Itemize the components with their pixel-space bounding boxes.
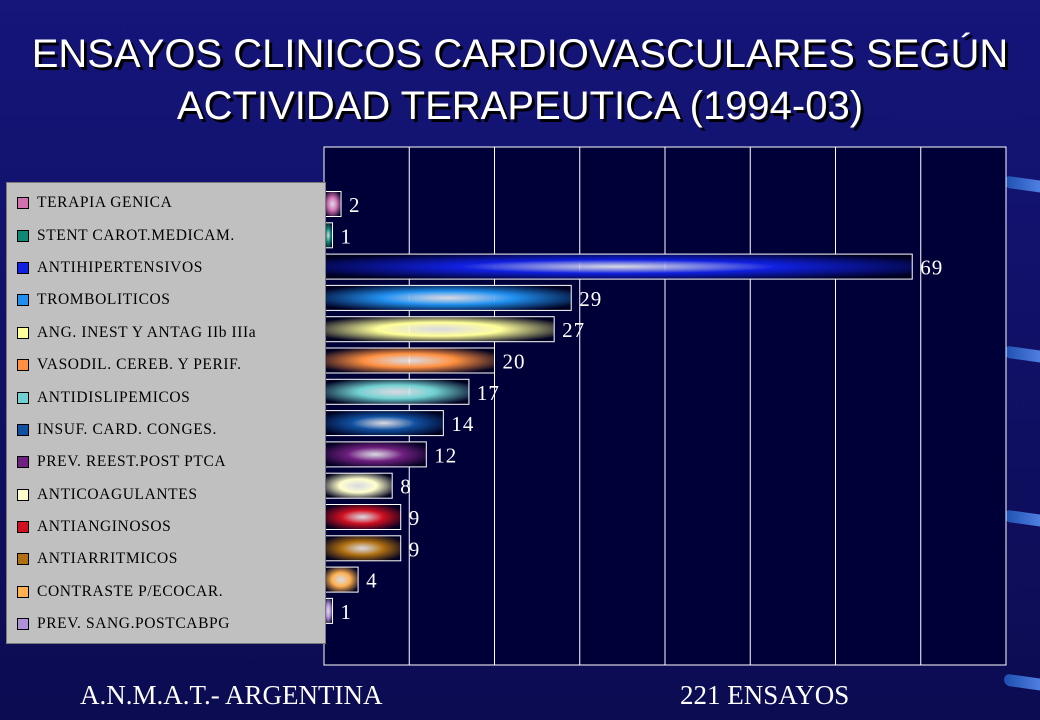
bar — [323, 316, 555, 343]
legend-item: ANTICOAGULANTES — [7, 479, 325, 511]
data-label: 1 — [341, 600, 353, 624]
data-label: 17 — [477, 381, 500, 405]
data-label: 29 — [579, 287, 602, 311]
footer-source: A.N.M.A.T.- ARGENTINA — [80, 680, 383, 710]
legend-swatch — [17, 423, 29, 436]
gridlines — [408, 147, 922, 665]
legend-label: ANTIHIPERTENSIVOS — [37, 258, 203, 276]
legend-label: VASODIL. CEREB. Y PERIF. — [37, 356, 242, 374]
bar — [323, 191, 342, 217]
bar — [323, 566, 359, 593]
legend: TERAPIA GENICA STENT CAROT.MEDICAM. ANTIHI… — [6, 182, 326, 644]
data-label: 69 — [920, 256, 943, 280]
data-label: 2 — [349, 193, 361, 217]
data-label: 9 — [409, 506, 421, 530]
legend-item: ANG. INEST Y ANTAG IIb IIIa — [7, 317, 325, 349]
legend-swatch — [17, 391, 29, 404]
data-label: 8 — [400, 475, 412, 499]
bar — [323, 441, 427, 468]
bar — [323, 284, 572, 311]
data-label: 27 — [562, 318, 585, 342]
legend-item: CONTRASTE P/ECOCAR. — [7, 576, 325, 608]
bar — [323, 378, 470, 405]
data-label: 14 — [451, 412, 474, 436]
legend-label: TERAPIA GENICA — [37, 194, 173, 212]
legend-item: TROMBOLITICOS — [7, 284, 325, 316]
bar — [323, 410, 444, 437]
legend-swatch — [17, 359, 29, 372]
legend-item: PREV. SANG.POSTCABPG — [7, 608, 325, 640]
legend-item: ANTIDISLIPEMICOS — [7, 381, 325, 413]
legend-label: TROMBOLITICOS — [37, 291, 171, 309]
legend-swatch — [17, 197, 29, 210]
legend-item: ANTIANGINOSOS — [7, 511, 325, 543]
legend-label: ANTICOAGULANTES — [37, 485, 198, 503]
legend-label: INSUF. CARD. CONGES. — [37, 420, 217, 438]
title-line-1: ENSAYOS CLINICOS CARDIOVASCULARES SEGÚN — [31, 32, 1009, 76]
legend-label: PREV. SANG.POSTCABPG — [37, 615, 231, 633]
legend-label: ANTIARRITMICOS — [37, 550, 179, 568]
data-label: 20 — [503, 350, 526, 374]
data-label: 4 — [366, 569, 378, 593]
legend-item: STENT CAROT.MEDICAM. — [7, 219, 325, 251]
legend-item: ANTIARRITMICOS — [7, 543, 325, 575]
legend-swatch — [17, 261, 29, 274]
legend-swatch — [17, 553, 29, 566]
footer-total: 221 ENSAYOS — [680, 680, 850, 710]
legend-label: PREV. REEST.POST PTCA — [37, 453, 227, 471]
legend-label: ANTIANGINOSOS — [37, 518, 172, 536]
legend-swatch — [17, 456, 29, 469]
bar — [323, 504, 402, 530]
legend-item: INSUF. CARD. CONGES. — [7, 414, 325, 446]
legend-item: ANTIHIPERTENSIVOS — [7, 252, 325, 284]
legend-swatch — [17, 294, 29, 307]
legend-item: PREV. REEST.POST PTCA — [7, 446, 325, 478]
data-label: 12 — [434, 443, 457, 467]
bar — [323, 535, 402, 562]
legend-swatch — [17, 326, 29, 339]
bar — [323, 253, 913, 280]
legend-item: TERAPIA GENICA — [7, 187, 325, 219]
legend-swatch — [17, 585, 29, 598]
legend-swatch — [17, 618, 29, 631]
bar — [323, 347, 495, 374]
data-label: 9 — [409, 537, 421, 561]
legend-label: STENT CAROT.MEDICAM. — [37, 226, 235, 244]
chart-title: ENSAYOS CLINICOS CARDIOVASCULARES SEGÚN … — [0, 28, 1040, 132]
bar — [323, 472, 393, 499]
title-line-2: ACTIVIDAD TERAPEUTICA (1994-03) — [176, 84, 864, 128]
legend-label: CONTRASTE P/ECOCAR. — [37, 582, 224, 600]
bars — [323, 191, 913, 624]
legend-label: ANG. INEST Y ANTAG IIb IIIa — [37, 323, 257, 341]
legend-item: VASODIL. CEREB. Y PERIF. — [7, 349, 325, 381]
legend-swatch — [17, 488, 29, 501]
legend-swatch — [17, 521, 29, 534]
data-label: 1 — [341, 224, 353, 248]
legend-swatch — [17, 229, 29, 242]
legend-label: ANTIDISLIPEMICOS — [37, 388, 191, 406]
